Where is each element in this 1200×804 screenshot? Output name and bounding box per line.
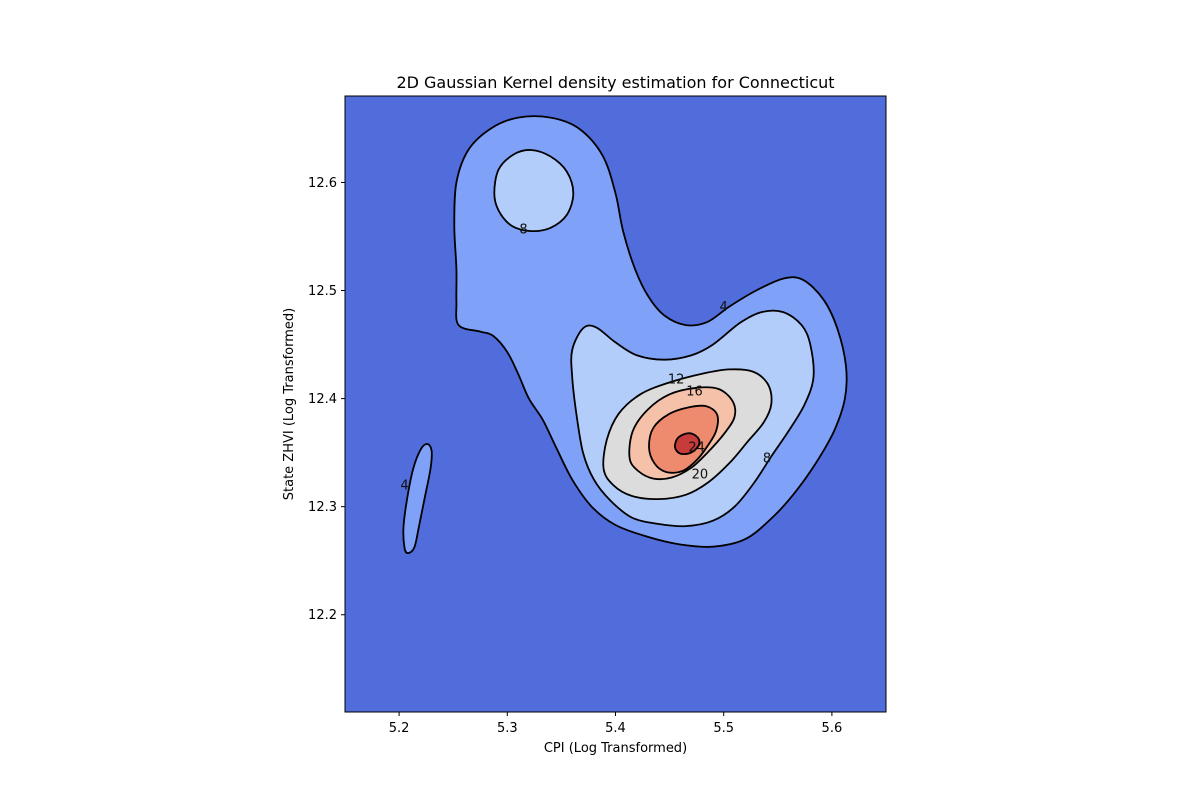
x-axis-label: CPI (Log Transformed) (544, 741, 687, 756)
contour-label-8-1: 8 (519, 222, 527, 237)
y-tick-label-12.5: 12.5 (308, 284, 337, 299)
contour-lines (402, 115, 848, 555)
y-tick-label-12.6: 12.6 (308, 176, 337, 191)
contour-line-level-16-1 (628, 386, 737, 481)
contour-fill-level-24-1 (674, 433, 700, 455)
x-tick-label-5.5: 5.5 (713, 721, 734, 736)
y-axis-label: State ZHVI (Log Transformed) (282, 308, 297, 501)
contour-line-level-8-2 (570, 309, 815, 528)
y-tick-label-12.3: 12.3 (308, 500, 337, 515)
chart-title: 2D Gaussian Kernel density estimation fo… (396, 73, 834, 92)
contour-label-4-1: 4 (400, 479, 408, 494)
contour-line-level-12-1 (602, 368, 773, 501)
contour-label-4-2: 4 (720, 300, 728, 315)
contour-line-level-24-1 (674, 432, 701, 456)
y-axis-ticks: 12.2 12.3 12.4 12.5 12.6 (308, 176, 345, 623)
contour-label-16-1: 16 (686, 385, 703, 400)
x-tick-label-5.3: 5.3 (497, 721, 518, 736)
contour-fill-level-4-1 (403, 443, 432, 554)
contour-label-12-1: 12 (668, 373, 685, 388)
contour-label-8-2: 8 (763, 452, 771, 467)
contour-label-20-1: 20 (692, 468, 709, 483)
x-tick-label-5.2: 5.2 (389, 721, 410, 736)
y-tick-label-12.4: 12.4 (308, 392, 337, 407)
contour-line-level-4-1 (402, 443, 433, 555)
x-axis-ticks: 5.2 5.3 5.4 5.5 5.6 (389, 712, 842, 736)
contour-fill-level-8-1 (494, 149, 574, 232)
x-tick-label-5.6: 5.6 (822, 721, 843, 736)
contour-line-level-8-1 (493, 149, 575, 233)
y-tick-label-12.2: 12.2 (308, 608, 337, 623)
contour-line-level-20-1 (648, 404, 719, 474)
contour-label-24-1: 24 (688, 441, 705, 456)
x-tick-label-5.4: 5.4 (605, 721, 626, 736)
contour-line-level-4-2 (453, 115, 848, 548)
